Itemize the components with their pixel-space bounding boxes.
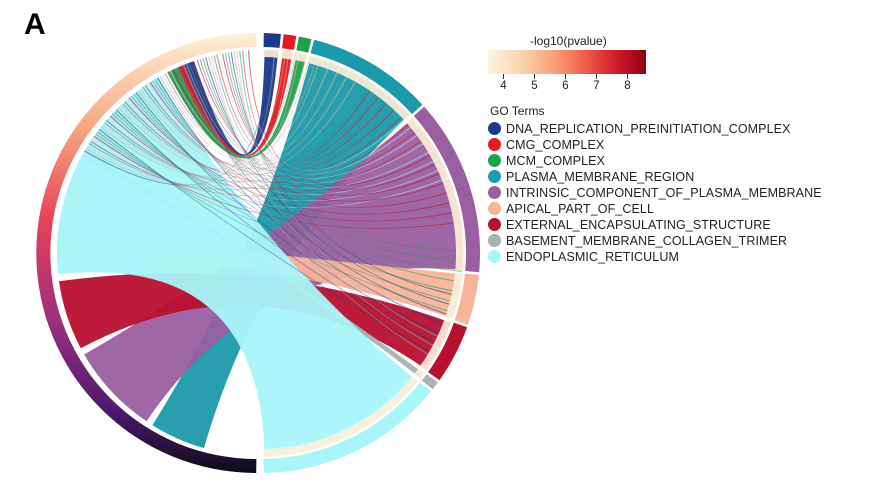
legend-swatch xyxy=(488,202,501,215)
legend-item: CMG_COMPLEX xyxy=(488,137,604,152)
legend-swatch xyxy=(488,138,501,151)
term-inner-track xyxy=(445,272,463,320)
legend-item: PLASMA_MEMBRANE_REGION xyxy=(488,169,694,184)
term-arc-plasma-membrane-region xyxy=(310,39,423,115)
legend-item: EXTERNAL_ENCAPSULATING_STRUCTURE xyxy=(488,217,771,232)
ribbon-layer xyxy=(56,50,464,456)
colorbar-tick xyxy=(565,74,567,79)
legend-item: INTRINSIC_COMPONENT_OF_PLASMA_MEMBRANE xyxy=(488,185,822,200)
term-inner-track xyxy=(308,55,411,121)
legend-label: EXTERNAL_ENCAPSULATING_STRUCTURE xyxy=(506,217,771,232)
colorbar-tick xyxy=(627,74,629,79)
thin-link xyxy=(142,82,372,170)
legend-swatch xyxy=(488,170,501,183)
thin-link xyxy=(164,73,363,165)
colorbar-ticks: 4 5 6 7 8 xyxy=(488,74,646,96)
legend-swatch xyxy=(488,154,501,167)
legend-label: BASEMENT_MEMBRANE_COLLAGEN_TRIMER xyxy=(506,233,788,248)
term-arc-mcm-complex xyxy=(296,36,312,53)
colorbar-tick-label: 7 xyxy=(593,80,600,92)
term-arc-apical-part-of-cell xyxy=(454,273,479,325)
legend-swatch xyxy=(488,234,501,247)
colorbar-tick xyxy=(503,74,505,79)
thin-link xyxy=(122,88,381,176)
term-arc-endoplasmic-reticulum xyxy=(263,382,432,473)
term-inner-track xyxy=(406,117,464,271)
colorbar-tick-label: 5 xyxy=(531,80,538,92)
legend-item: BASEMENT_MEMBRANE_COLLAGEN_TRIMER xyxy=(488,233,787,248)
legend-swatch xyxy=(488,250,501,263)
legend-title: GO Terms xyxy=(490,104,545,118)
term-arc-external-encapsulating-structure xyxy=(428,322,468,381)
term-arc-basement-membrane-collagen-trimer xyxy=(421,374,438,390)
term-inner-track xyxy=(281,50,294,60)
legend-label: MCM_COMPLEX xyxy=(506,153,606,168)
colorbar-tick xyxy=(534,74,536,79)
legend-item: ENDOPLASMIC_RETICULUM xyxy=(488,249,679,264)
term-inner-track xyxy=(294,52,308,63)
legend-item: APICAL_PART_OF_CELL xyxy=(488,201,654,216)
colorbar-tick-label: 6 xyxy=(562,80,569,92)
colorbar-tick-label: 8 xyxy=(624,80,631,92)
panel-label: A xyxy=(24,8,46,41)
term-inner-track xyxy=(419,319,452,371)
colorbar-tick xyxy=(596,74,598,79)
legend-item: DNA_REPLICATION_PREINITIATION_COMPLEX xyxy=(488,121,791,136)
term-inner-track xyxy=(413,368,425,380)
term-inner-track xyxy=(263,376,419,457)
term-arc-cmg-complex xyxy=(282,34,297,50)
legend-swatch xyxy=(488,122,501,135)
legend-swatch xyxy=(488,218,501,231)
term-inner-track xyxy=(263,49,280,58)
term-arc-layer xyxy=(263,33,481,473)
legend-item: MCM_COMPLEX xyxy=(488,153,605,168)
ribbon-external-encapsulating-structure xyxy=(59,273,451,370)
term-arc-dna-replication-preinitiation-complex xyxy=(263,33,281,48)
term-arc-intrinsic-component-of-plasma-membrane xyxy=(413,106,481,273)
legend-label: PLASMA_MEMBRANE_REGION xyxy=(506,169,695,184)
legend-swatch xyxy=(488,186,501,199)
colorbar xyxy=(488,50,646,74)
legend-label: DNA_REPLICATION_PREINITIATION_COMPLEX xyxy=(506,121,791,136)
legend-label: APICAL_PART_OF_CELL xyxy=(506,201,655,216)
colorbar-title: -log10(pvalue) xyxy=(530,34,607,48)
legend-label: CMG_COMPLEX xyxy=(506,137,605,152)
colorbar-tick-label: 4 xyxy=(500,80,507,92)
legend-label: INTRINSIC_COMPONENT_OF_PLASMA_MEMBRANE xyxy=(506,185,822,200)
legend-label: ENDOPLASMIC_RETICULUM xyxy=(506,249,679,264)
